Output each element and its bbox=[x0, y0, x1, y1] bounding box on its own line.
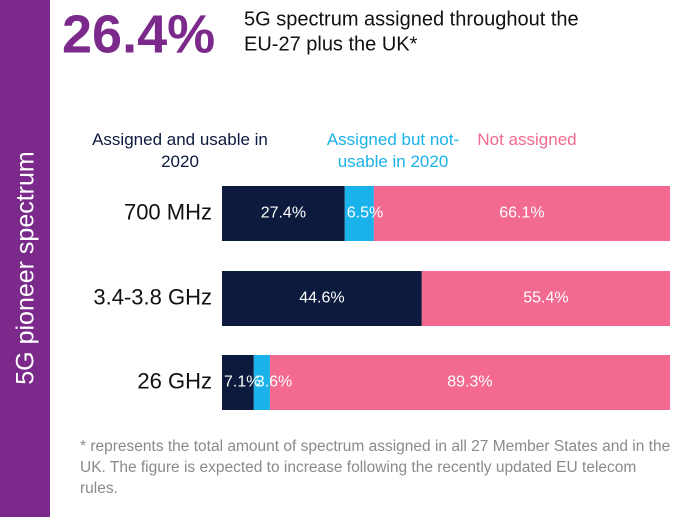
bar-segment bbox=[222, 271, 422, 326]
bar-segment bbox=[421, 271, 670, 326]
side-band bbox=[0, 0, 50, 517]
bar-segment bbox=[373, 186, 670, 241]
legend-entry: Assigned and usable in 2020 bbox=[92, 130, 268, 171]
bar-segment bbox=[253, 355, 270, 410]
legend-entry: Assigned but not-usable in 2020 bbox=[326, 130, 460, 171]
subtitle: 5G spectrum assigned throughout the bbox=[244, 8, 579, 30]
subtitle: EU-27 plus the UK* bbox=[244, 33, 418, 55]
category-label: 700 MHz bbox=[124, 199, 212, 224]
legend-entry: Not assigned bbox=[477, 130, 577, 149]
value-label: 27.4% bbox=[261, 205, 306, 222]
headline: 26.4% bbox=[62, 4, 215, 64]
footnote: * represents the total amount of spectru… bbox=[80, 438, 671, 497]
value-label: 3.6% bbox=[256, 374, 292, 391]
value-label: 44.6% bbox=[299, 290, 344, 307]
value-label: 55.4% bbox=[523, 290, 568, 307]
value-label: 66.1% bbox=[499, 205, 544, 222]
category-label: 3.4-3.8 GHz bbox=[93, 284, 212, 309]
bar-segment bbox=[222, 186, 345, 241]
value-label: 89.3% bbox=[447, 374, 492, 391]
bar-segment bbox=[222, 355, 254, 410]
value-label: 7.1% bbox=[224, 374, 260, 391]
category-label: 26 GHz bbox=[137, 368, 212, 393]
side-label: 5G pioneer spectrum bbox=[12, 151, 40, 384]
value-label: 6.5% bbox=[347, 205, 383, 222]
bar-segment bbox=[344, 186, 374, 241]
bar-segment bbox=[269, 355, 670, 410]
